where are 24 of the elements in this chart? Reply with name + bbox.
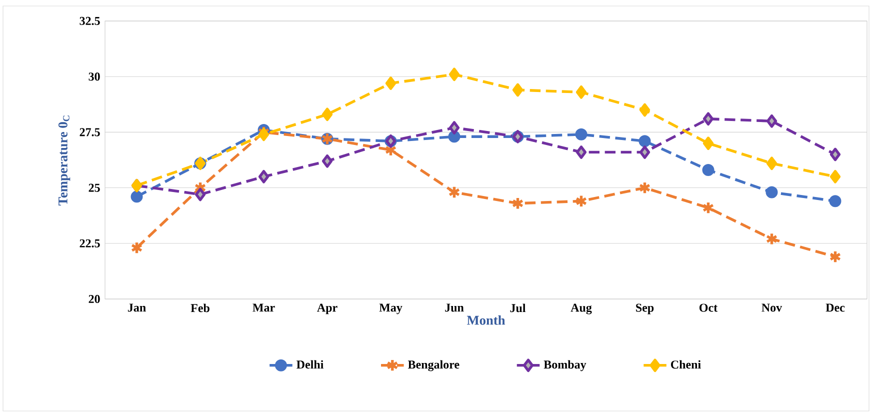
x-tick-label: Jun [445, 304, 464, 312]
x-tick-label: Mar [252, 304, 275, 312]
legend-label: Cheni [670, 360, 701, 369]
x-axis-title: Month [466, 315, 506, 325]
legend-label: Bombay [544, 360, 586, 372]
legend-label: Bengalore [408, 360, 460, 372]
x-tick-label: Jan [128, 304, 146, 312]
x-tick-label: Aug [570, 304, 592, 314]
x-tick-label: Apr [317, 304, 338, 314]
legend-label: Delhi [296, 360, 324, 369]
x-tick-label: May [379, 304, 402, 314]
x-tick-label: Sep [636, 304, 654, 314]
x-tick-label: Oct [700, 304, 718, 312]
y-axis-title: Temperature 0$_{C}$ [58, 116, 70, 206]
x-tick-label: Dec [826, 304, 845, 312]
y-tick-label: 27.5 [80, 128, 100, 136]
x-tick-label: Nov [762, 304, 782, 312]
y-tick-label: 32.5 [80, 16, 100, 26]
y-tick-label: 20 [88, 294, 100, 304]
x-tick-label: Jul [510, 304, 526, 312]
y-tick-label: 30 [88, 72, 100, 81]
x-tick-label: Feb [190, 304, 210, 312]
y-tick-label: 22.5 [80, 239, 100, 248]
y-tick-label: 25 [88, 184, 100, 192]
